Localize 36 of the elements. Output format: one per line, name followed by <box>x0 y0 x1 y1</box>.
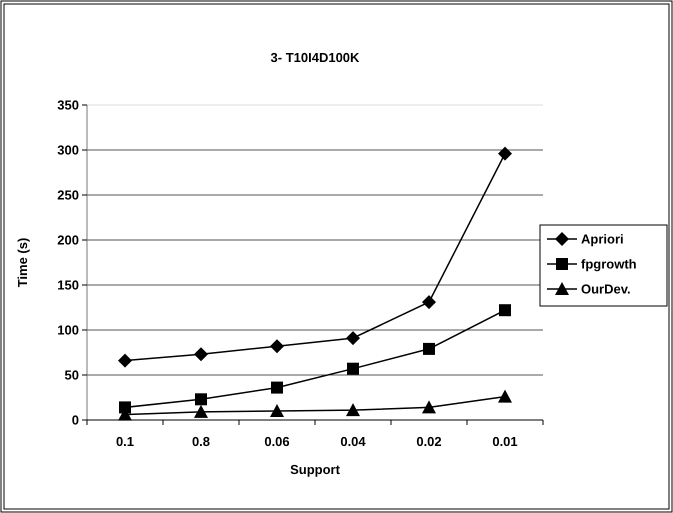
legend-label: OurDev. <box>581 282 631 297</box>
y-tick-label: 350 <box>57 98 79 113</box>
x-tick-label: 0.04 <box>340 434 366 449</box>
y-tick-label: 150 <box>57 278 79 293</box>
point <box>422 295 436 310</box>
point <box>498 390 512 403</box>
point <box>347 362 359 375</box>
point <box>498 146 512 161</box>
point <box>422 400 436 414</box>
y-tick-label: 250 <box>57 188 79 203</box>
point <box>118 354 132 368</box>
point <box>194 404 208 418</box>
point <box>423 342 435 355</box>
point <box>346 403 360 416</box>
x-tick-label: 0.06 <box>264 434 290 449</box>
x-tick-label: 0.02 <box>416 434 442 449</box>
point <box>346 331 360 346</box>
chart-title: 3- T10I4D100K <box>270 50 360 65</box>
y-tick-label: 50 <box>64 368 79 383</box>
x-tick-label: 0.1 <box>116 434 134 449</box>
y-axis-title: Time (s) <box>15 238 30 288</box>
y-tick-label: 0 <box>72 412 79 428</box>
point <box>194 347 208 362</box>
y-tick-label: 200 <box>57 232 79 248</box>
point <box>270 339 284 354</box>
x-tick-label: 0.01 <box>492 434 518 449</box>
x-tick-label: 0.8 <box>192 434 210 449</box>
point <box>195 393 207 406</box>
x-axis-title: Support <box>290 462 341 477</box>
y-tick-label: 100 <box>57 322 79 338</box>
point <box>499 304 511 316</box>
point <box>271 382 283 394</box>
point <box>270 404 284 417</box>
legend-label: fpgrowth <box>581 256 637 272</box>
legend-label: Apriori <box>581 232 624 247</box>
y-tick-label: 300 <box>57 142 79 158</box>
